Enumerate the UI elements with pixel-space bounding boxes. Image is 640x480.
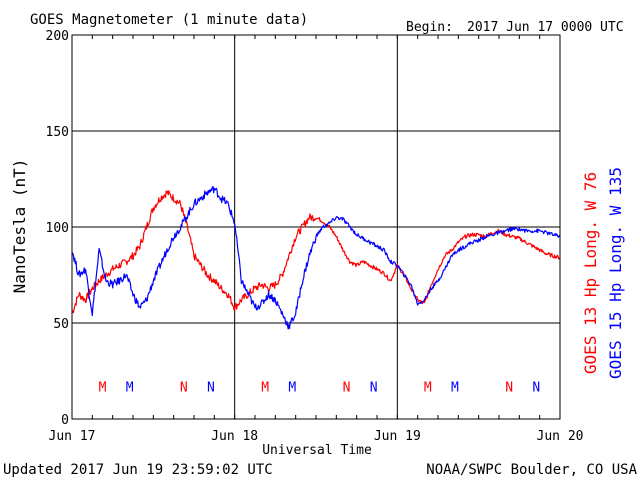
event-marker-m: M (424, 380, 432, 395)
event-marker-m: M (451, 380, 459, 395)
event-marker-n: N (370, 380, 378, 395)
y-tick-label: 100 (46, 221, 69, 236)
event-marker-n: N (532, 380, 540, 395)
event-marker-n: N (343, 380, 351, 395)
plot-frame (71, 34, 561, 420)
begin-label: Begin: (406, 20, 453, 35)
y-tick-label: 200 (46, 29, 69, 44)
axes: 0 50 100 150 200 Jun 17 Jun 18 Jun 19 Jun 20 (46, 29, 584, 444)
x-axis-label: Universal Time (262, 443, 372, 458)
legend-entry-goes15: GOES 15 Hp Long. W 135 (606, 167, 625, 379)
series-line-goes15 (71, 186, 561, 330)
series-line-goes13 (71, 190, 561, 314)
legend: GOES 13 Hp Long. W 76 GOES 15 Hp Long. W … (581, 167, 625, 379)
event-marker-m: M (99, 380, 107, 395)
series-lines (71, 186, 561, 330)
source-credit: NOAA/SWPC Boulder, CO USA (426, 462, 637, 478)
event-marker-m: M (126, 380, 134, 395)
begin-value: 2017 Jun 17 0000 UTC (467, 20, 624, 35)
y-axis-label: NanoTesla (nT) (10, 159, 29, 294)
y-tick-label: 150 (46, 125, 69, 140)
event-marker-n: N (180, 380, 188, 395)
updated-timestamp: Updated 2017 Jun 19 23:59:02 UTC (3, 462, 273, 478)
event-marker-m: M (288, 380, 296, 395)
chart-title: GOES Magnetometer (1 minute data) (30, 12, 308, 28)
legend-entry-goes13: GOES 13 Hp Long. W 76 (581, 172, 600, 374)
y-tick-label: 50 (53, 317, 69, 332)
x-tick-label: Jun 18 (211, 429, 258, 444)
x-tick-label: Jun 20 (537, 429, 584, 444)
x-tick-label: Jun 17 (49, 429, 96, 444)
event-marker-m: M (261, 380, 269, 395)
y-tick-label: 0 (61, 413, 69, 428)
event-marker-n: N (207, 380, 215, 395)
event-marker-n: N (505, 380, 513, 395)
x-tick-label: Jun 19 (374, 429, 421, 444)
grid (72, 35, 560, 419)
